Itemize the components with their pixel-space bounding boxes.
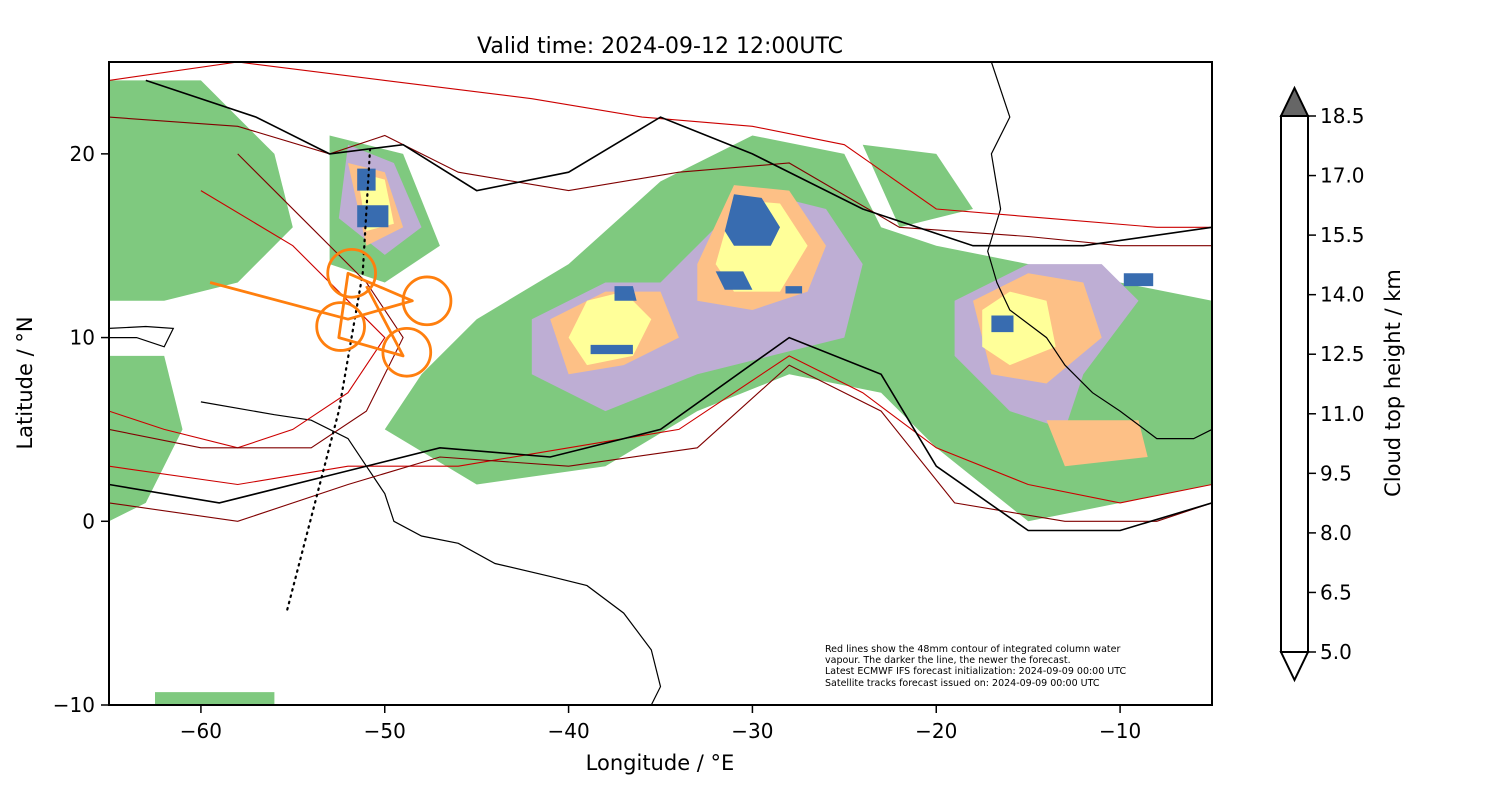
flight-path [209,271,414,358]
x-tick-label: −60 [180,719,222,743]
x-tick-label: −10 [1099,719,1141,743]
y-tick-label: 20 [70,142,95,166]
cloud-region-24 [785,286,803,294]
cloud-region-2 [109,355,183,522]
coastline-caribbean [109,325,175,348]
flight-circle-2 [315,301,366,352]
colorbar-frame [1280,115,1309,653]
colorbar-tick-label: 11.0 [1320,402,1365,426]
coastlines [109,62,1212,705]
coastline-africa [987,62,1212,440]
colorbar: 5.0 6.5 8.0 9.5 11.0 12.5 14.0 15.5 17.0 18.5 [1279,85,1365,683]
cloud-region-16 [724,194,780,246]
iwv-contours [109,62,1212,532]
iwv-contour-1 [109,116,1212,247]
colorbar-tick-label: 12.5 [1320,342,1365,366]
cloud-region-14 [982,291,1056,366]
y-tick-label: −10 [53,693,95,717]
cloud-region-18 [614,286,637,301]
flight-circle-3 [381,326,433,378]
cloud-region-26 [862,144,973,228]
plot-area [109,62,1212,705]
colorbar-tick-label: 5.0 [1320,640,1352,664]
x-tick-label: −40 [547,719,589,743]
annotation-line-4: Satellite tracks forecast issued on: 202… [825,678,1100,689]
cloud-region-21 [357,205,389,228]
annotation-line-2: vapour. The darker the line, the newer t… [825,655,1071,666]
cloud-top-height-field [109,80,1212,705]
y-tick-label: 10 [70,326,95,350]
cloud-region-23 [1123,273,1154,287]
cloud-region-10 [1046,420,1148,467]
cloud-region-20 [357,168,376,191]
cloud-region-25 [155,692,275,705]
y-axis: −10 0 10 20 [53,142,109,717]
colorbar-tick-label: 15.5 [1320,223,1365,247]
cloud-region-17 [715,271,753,290]
forecast-annotation: Red lines show the 48mm contour of integ… [825,644,1126,689]
iwv-contour-4 [109,364,1212,522]
flight-track [209,247,453,378]
colorbar-extend-min [1279,651,1310,683]
colorbar-tick-label: 6.5 [1320,580,1352,604]
map-title: Valid time: 2024-09-12 12:00UTC [477,34,843,59]
cloud-region-19 [590,344,633,355]
y-axis-label: Latitude / °N [13,316,37,449]
x-axis-label: Longitude / °E [586,751,735,775]
cloud-region-22 [991,315,1014,333]
iwv-contour-5 [109,336,1212,532]
flight-circle-1 [401,275,453,327]
colorbar-tick-label: 17.0 [1320,164,1365,188]
iwv-contour-0 [109,62,1212,228]
colorbar-tick-label: 8.0 [1320,521,1352,545]
annotation-line-1: Red lines show the 48mm contour of integ… [825,644,1120,655]
x-tick-label: −30 [731,719,773,743]
x-axis: −60 −50 −40 −30 −20 −10 [180,705,1141,743]
coastline-south-america [200,401,662,705]
colorbar-tick-label: 9.5 [1320,461,1352,485]
annotation-line-3: Latest ECMWF IFS forecast initialization… [825,666,1126,677]
plot-frame [108,61,1213,706]
x-tick-label: −20 [915,719,957,743]
flight-circle-0 [326,247,377,299]
iwv-contour-7 [109,153,404,449]
y-tick-label: 0 [82,509,95,533]
colorbar-label: Cloud top height / km [1381,269,1405,497]
colorbar-tick-label: 14.0 [1320,283,1365,307]
iwv-contour-6 [109,190,386,449]
iwv-contour-2 [145,79,1212,247]
colorbar-extend-max [1279,85,1310,117]
iwv-contour-3 [109,355,1212,504]
x-tick-label: −50 [364,719,406,743]
colorbar-tick-label: 18.5 [1320,104,1365,128]
